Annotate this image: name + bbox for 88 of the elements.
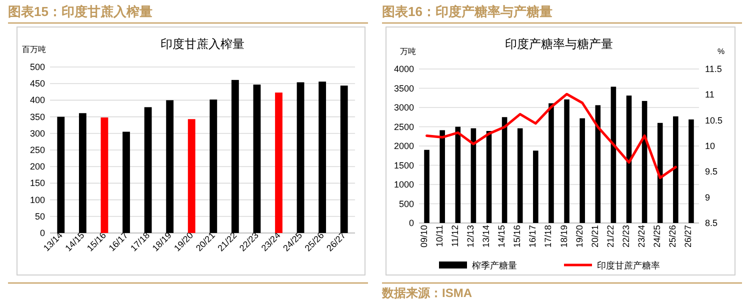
- y-tick-label: 250: [30, 145, 45, 155]
- y-axis-title: 百万吨: [22, 45, 46, 54]
- chart-subtitle: 图表16：印度产糖率与产糖量: [382, 4, 552, 19]
- y-tick-label: 3000: [394, 102, 414, 112]
- y-tick-label: 100: [30, 194, 45, 205]
- y-tick-label: 0: [408, 218, 414, 228]
- x-tick-label: 21/22: [605, 225, 616, 248]
- bar: [78, 113, 86, 233]
- bar: [57, 116, 65, 233]
- bar: [533, 150, 538, 223]
- bar: [673, 116, 678, 223]
- bar: [486, 130, 492, 223]
- bar: [595, 105, 601, 223]
- bar: [657, 122, 663, 223]
- bar: [610, 86, 616, 223]
- x-tick-label: 18/19: [558, 225, 569, 248]
- bar: [580, 118, 585, 223]
- y-tick-label: 500: [30, 62, 45, 72]
- line-series: [426, 92, 677, 180]
- x-tick-label: 12/13: [465, 225, 476, 248]
- x-tick-label: 23/24: [636, 225, 647, 248]
- y-tick-label: 4000: [394, 64, 414, 74]
- x-tick-label: 22/23: [621, 225, 631, 248]
- y-tick-label: 50: [34, 211, 45, 222]
- x-tick-label: 13/14: [481, 225, 491, 248]
- y-tick-label: 500: [398, 198, 414, 209]
- x-tick-label: 11/12: [450, 225, 460, 247]
- bar: [296, 82, 304, 233]
- bar: [100, 117, 108, 233]
- x-tick-label: 14/15: [496, 225, 507, 248]
- x-tick-label: 16/17: [528, 225, 538, 248]
- y-tick-label: 350: [30, 112, 45, 122]
- y-tick-label: 450: [30, 78, 45, 89]
- bar: [548, 103, 554, 223]
- bar: [340, 86, 348, 233]
- bar: [564, 99, 570, 223]
- y-tick-label: 2000: [394, 141, 414, 151]
- bar: [517, 128, 523, 223]
- bar: [470, 128, 476, 223]
- y-tick-label: 3500: [394, 83, 414, 94]
- y-tick-label: 400: [30, 95, 45, 106]
- bar: [318, 82, 326, 233]
- bar: [122, 132, 130, 233]
- chart-title: 印度产糖率与糖产量: [505, 37, 613, 51]
- bar: [688, 119, 694, 223]
- y-tick-label: 2500: [394, 122, 414, 132]
- y2-tick-label: 10: [705, 141, 716, 151]
- y2-tick-label: 10.5: [705, 115, 723, 126]
- y2-axis-title: %: [717, 47, 725, 56]
- x-tick-label: 17/18: [543, 225, 554, 248]
- y-tick-label: 200: [30, 162, 45, 172]
- y-tick-label: 300: [30, 128, 45, 138]
- bar: [188, 119, 196, 233]
- y-axis-title: 万吨: [400, 47, 416, 56]
- chart-title: 印度甘蔗入榨量: [160, 37, 244, 51]
- bar: [424, 150, 430, 223]
- y2-tick-label: 8.5: [705, 218, 718, 228]
- x-tick-label: 09/10: [418, 225, 429, 248]
- y-tick-label: 150: [30, 178, 45, 188]
- x-tick-label: 10/11: [434, 225, 444, 247]
- x-tick-label: 26/27: [683, 225, 694, 248]
- bar: [455, 126, 461, 223]
- y2-tick-label: 11.5: [705, 64, 722, 74]
- y-tick-label: 1500: [394, 160, 414, 170]
- legend-label: 印度甘蔗产糖率: [597, 260, 660, 270]
- bar: [144, 107, 152, 233]
- y2-tick-label: 11: [705, 90, 714, 100]
- y2-tick-label: 9.5: [705, 166, 718, 177]
- y-tick-label: 1000: [394, 180, 414, 190]
- y2-tick-label: 9: [705, 192, 710, 202]
- bar: [275, 92, 282, 233]
- bar: [502, 117, 508, 223]
- bar: [642, 100, 648, 223]
- bar: [166, 100, 174, 233]
- legend-label: 榨季产糖量: [472, 260, 517, 270]
- bar: [440, 130, 445, 223]
- chart-subtitle: 图表15：印度甘蔗入榨量: [8, 4, 152, 19]
- bar: [626, 96, 632, 223]
- y-tick-label: 0: [40, 228, 45, 238]
- x-tick-label: 19/20: [574, 225, 584, 248]
- bar: [253, 84, 261, 233]
- x-tick-label: 20/21: [590, 225, 600, 248]
- source-note: 数据来源：ISMA: [381, 286, 472, 300]
- x-tick-label: 24/25: [652, 225, 662, 248]
- bar: [231, 80, 239, 233]
- x-tick-label: 25/26: [668, 225, 678, 248]
- bar: [210, 100, 218, 233]
- x-tick-label: 15/16: [512, 225, 522, 248]
